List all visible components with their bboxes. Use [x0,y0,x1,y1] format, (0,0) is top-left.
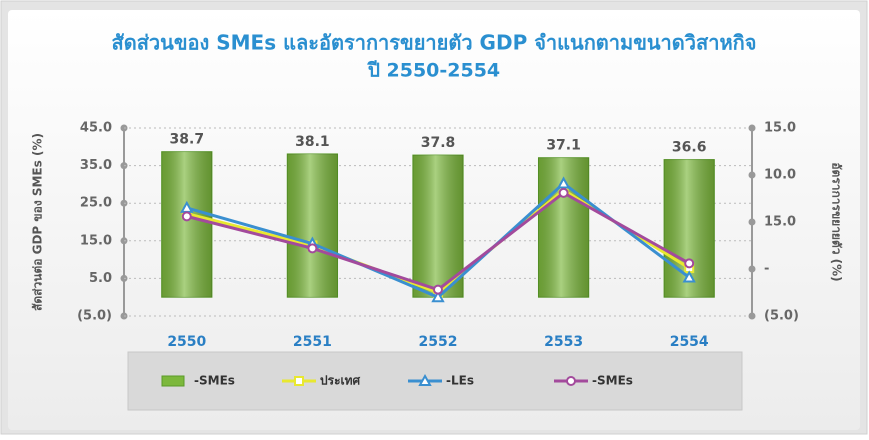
y2-tick-label: 15.0 [764,121,796,136]
marker [307,243,318,254]
tick-mark [748,124,756,132]
y2-tick-label: (5.0) [764,309,799,324]
data-label: 36.6 [672,140,707,156]
x-tick-label: 2550 [167,334,206,350]
y-tick-label: (5.0) [77,309,112,324]
bar-shine [161,151,212,298]
marker [558,187,569,198]
y2-tick-label: 10.0 [764,168,796,183]
chart-title: สัดส่วนของ SMEs และอัตราการขยายตัว GDP จ… [112,31,757,55]
x-tick-label: 2552 [419,334,458,350]
tick-mark [748,312,756,320]
legend-label: -LEs [446,374,474,388]
y-axis-label: สัดส่วนต่อ GDP ของ SMEs (%) [31,133,45,311]
legend-marker [418,373,432,386]
data-label: 38.1 [295,134,330,150]
x-tick-label: 2553 [544,334,583,350]
tick-mark [748,218,756,226]
tick-mark [748,171,756,179]
marker [684,258,695,269]
y2-axis-label: อัตราการขยายตัว (%) [830,162,844,281]
legend-label: -SMEs [194,374,235,388]
y2-tick-label: - [764,262,769,277]
y-tick-label: 5.0 [89,271,112,286]
marker [682,270,696,283]
y-tick-label: 25.0 [80,196,112,211]
tick-mark [748,265,756,273]
marker [556,176,571,189]
legend-box [127,351,743,411]
x-tick-label: 2551 [293,334,332,350]
y-tick-label: 15.0 [80,233,112,248]
y-tick-label: 45.0 [80,121,112,136]
chart-subtitle: ปี 2550-2554 [367,60,500,82]
legend-label: -SMEs [592,374,633,388]
y-tick-label: 35.0 [80,158,112,173]
legend-marker [294,376,304,386]
data-label: 38.7 [170,132,205,148]
bar-shine [412,155,464,298]
marker [431,290,445,303]
marker [433,284,443,295]
legend-swatch [161,375,185,387]
legend-marker [566,376,576,386]
y2-tick-label: 15.0 [764,215,796,230]
bar-shine [287,153,338,298]
legend-label: ประเทศ [320,374,361,388]
data-label: 37.8 [421,135,456,151]
marker [181,211,192,222]
x-tick-label: 2554 [670,334,709,350]
data-label: 37.1 [546,138,581,154]
